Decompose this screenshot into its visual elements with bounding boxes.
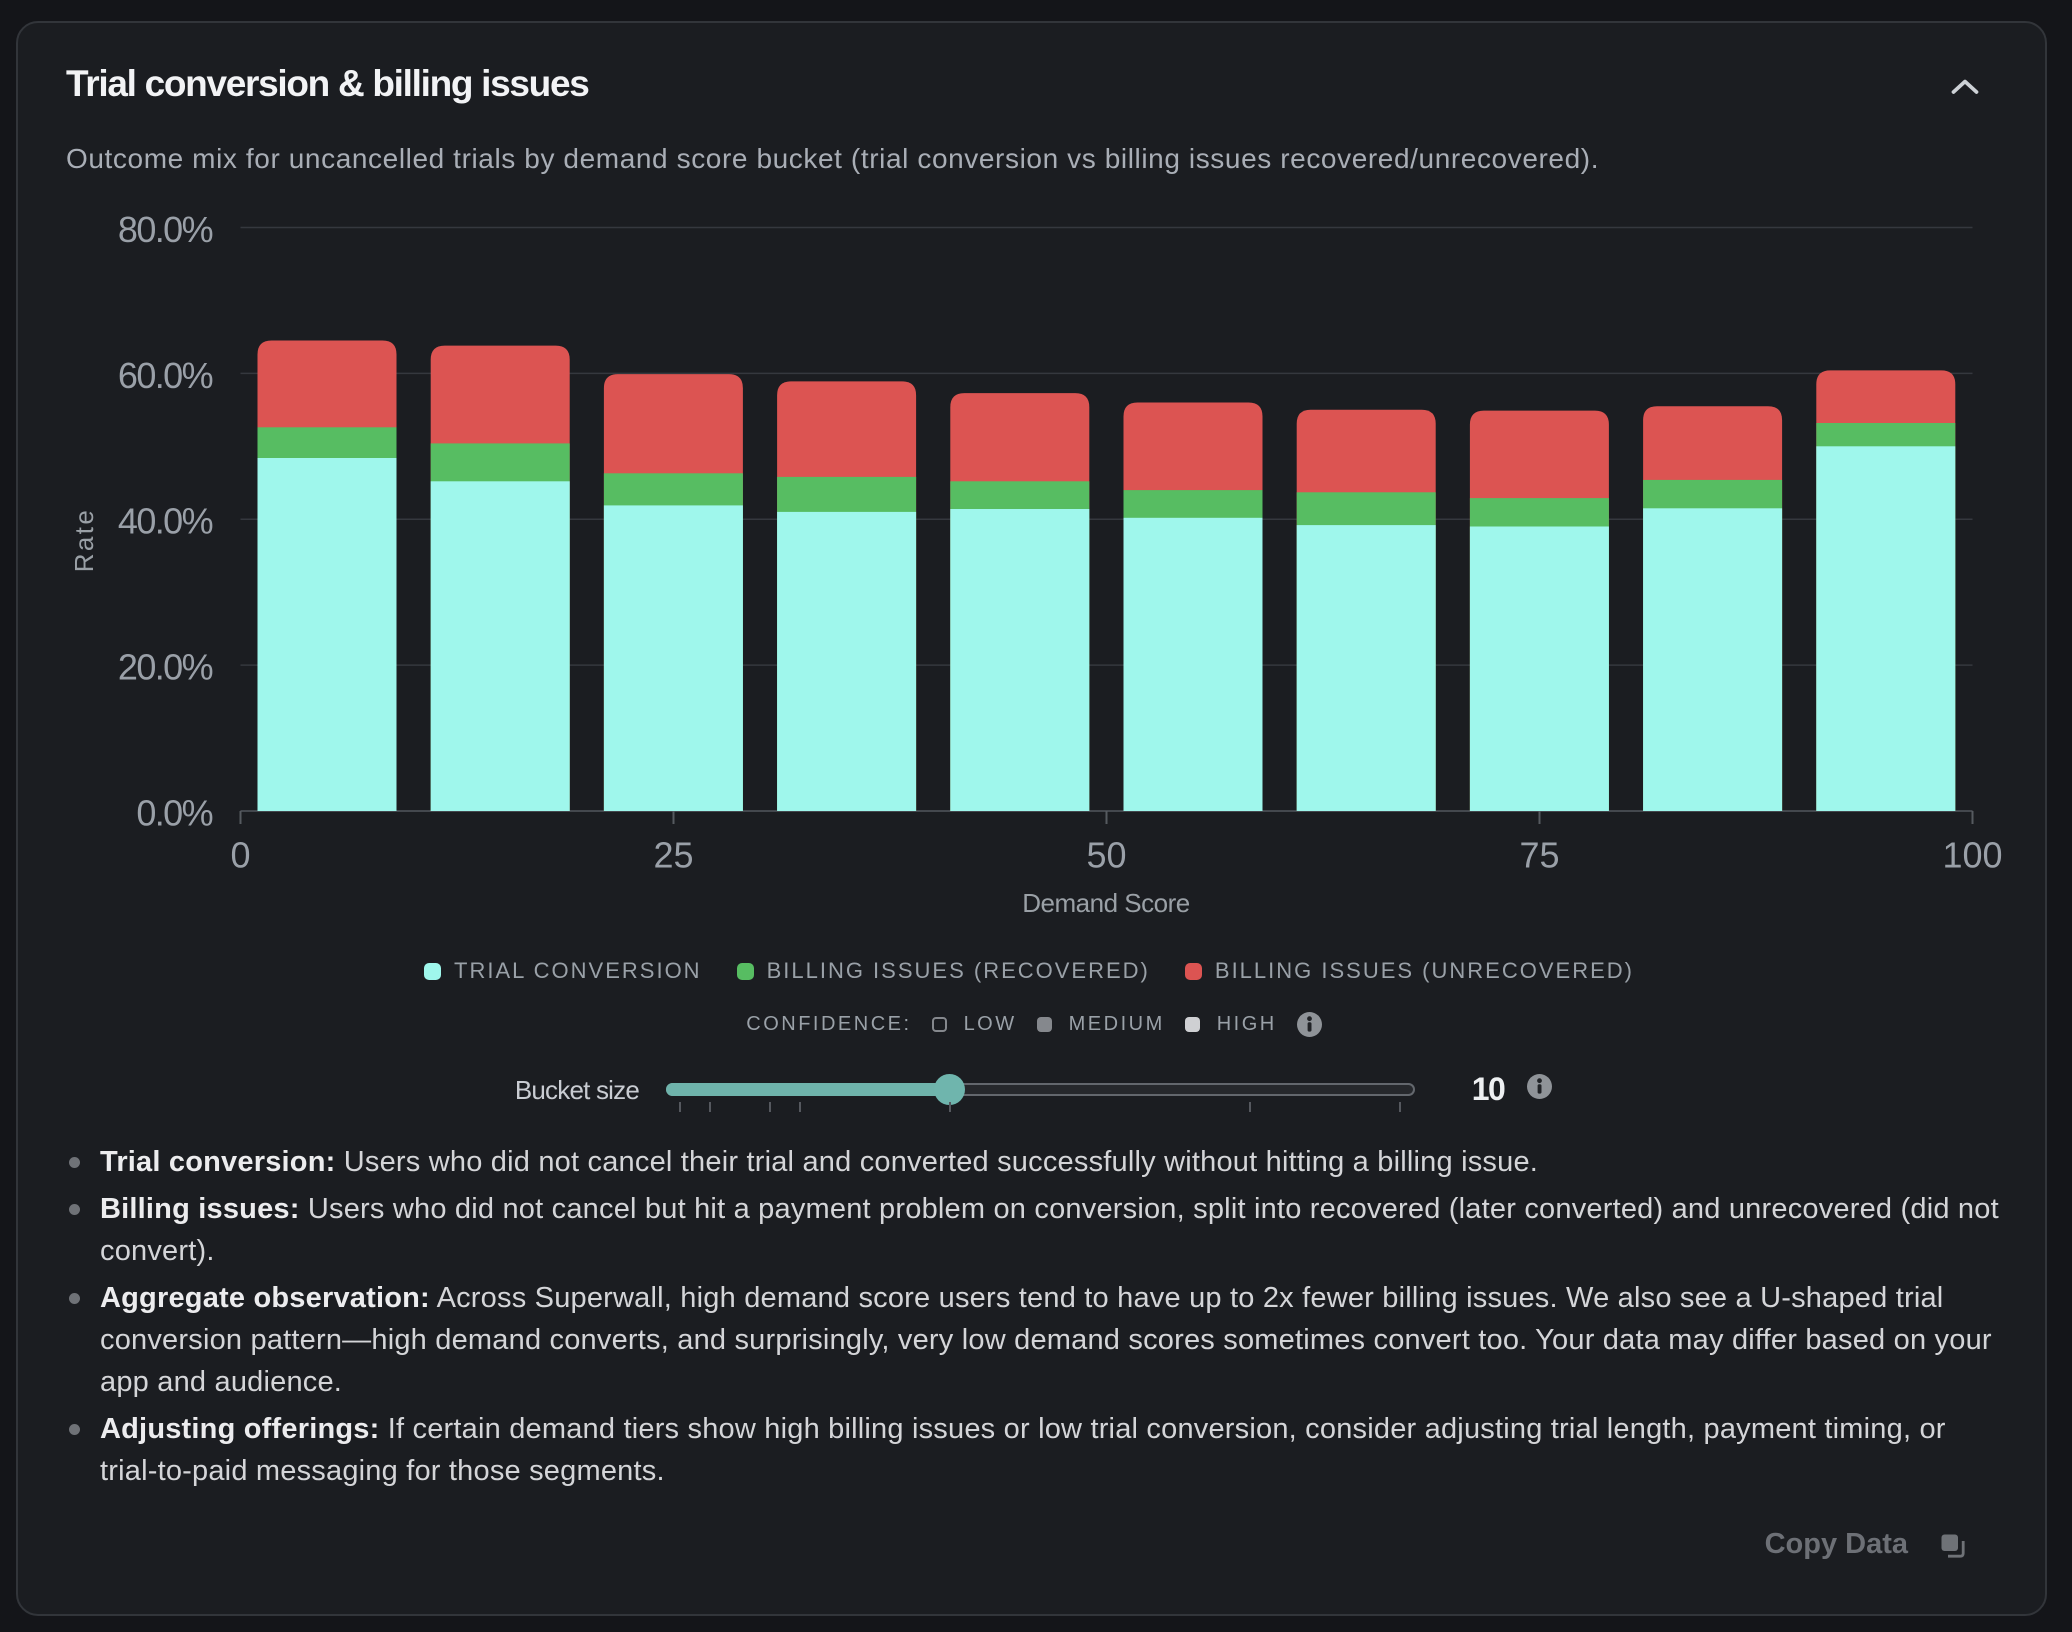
svg-text:80.0%: 80.0% — [118, 209, 213, 250]
svg-text:Demand Score: Demand Score — [1022, 888, 1189, 918]
svg-text:Rate: Rate — [69, 508, 99, 573]
svg-text:25: 25 — [653, 835, 693, 876]
svg-text:20.0%: 20.0% — [118, 647, 213, 688]
svg-text:50: 50 — [1086, 835, 1126, 876]
svg-text:0: 0 — [230, 835, 250, 876]
svg-text:0.0%: 0.0% — [136, 793, 212, 834]
svg-text:75: 75 — [1519, 835, 1559, 876]
svg-text:60.0%: 60.0% — [118, 355, 213, 396]
svg-text:40.0%: 40.0% — [118, 501, 213, 542]
svg-text:100: 100 — [1942, 835, 2002, 876]
